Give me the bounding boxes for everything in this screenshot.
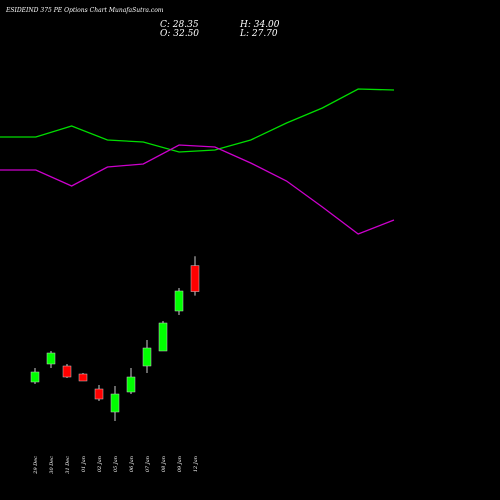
candle-body	[30, 371, 40, 383]
candle-body	[158, 322, 168, 352]
info-open: O: 32.50	[160, 29, 199, 39]
info-close: C: 28.35	[160, 20, 199, 30]
x-tick-label: 29 Dec	[33, 456, 39, 475]
candle-body	[142, 347, 152, 367]
x-tick-label: 01 Jan	[81, 456, 87, 472]
candle-body	[110, 393, 120, 413]
candle-body	[46, 352, 56, 365]
x-tick-label: 05 Jan	[113, 456, 119, 472]
x-tick-label: 31 Dec	[65, 456, 71, 474]
x-tick-label: 07 Jan	[145, 456, 151, 472]
info-high: H: 34.00	[239, 20, 280, 30]
x-tick-label: 30 Dec	[49, 456, 55, 474]
indicator-line	[0, 144, 395, 235]
info-low: L: 27.70	[239, 29, 278, 39]
candle-body	[78, 373, 88, 382]
x-tick-label: 02 Jan	[97, 456, 103, 472]
x-tick-label: 06 Jan	[129, 456, 135, 472]
x-tick-label: 12 Jan	[193, 456, 199, 472]
x-tick-label: 09 Jan	[177, 456, 183, 472]
candle-body	[94, 388, 104, 400]
indicator-line	[0, 88, 395, 153]
candle-body	[126, 376, 136, 393]
x-tick-label: 08 Jan	[161, 456, 167, 472]
chart-title: ESIDEIND 375 PE Options Chart MunafaSutr…	[5, 7, 164, 14]
candle-body	[190, 265, 200, 292]
candle-body	[62, 365, 72, 378]
candle-body	[174, 290, 184, 312]
